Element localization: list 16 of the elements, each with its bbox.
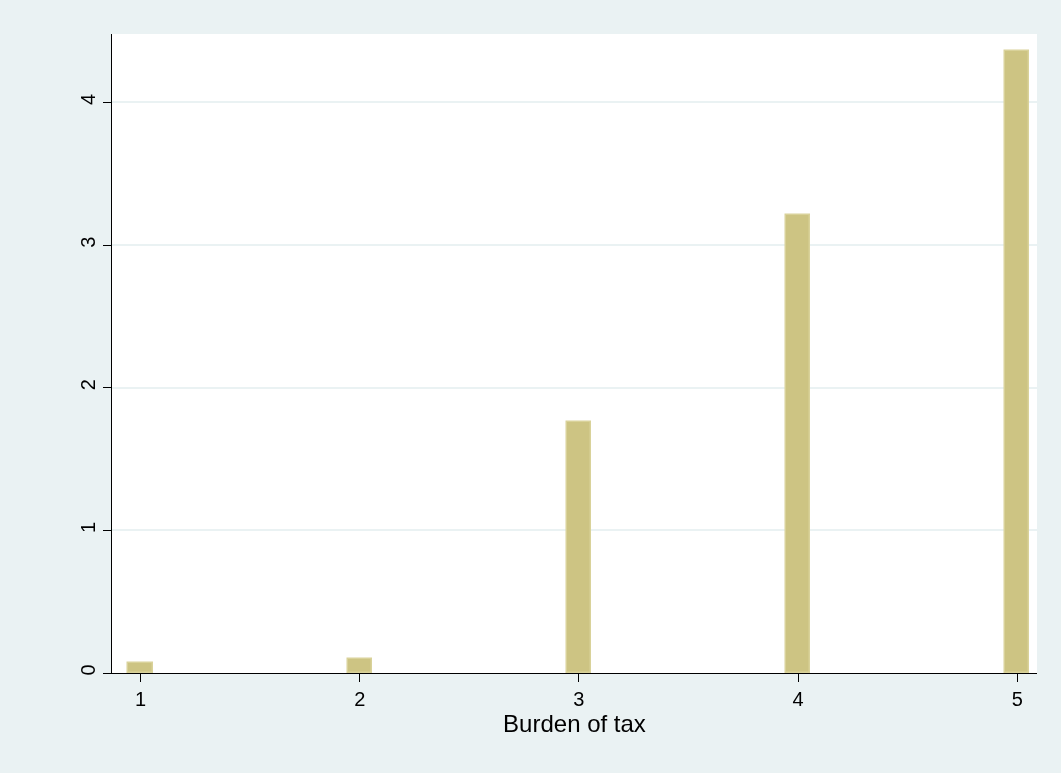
x-tick-label: 5 <box>1011 688 1023 710</box>
y-tick-label: 0 <box>77 664 99 676</box>
bar <box>1003 49 1029 673</box>
bar <box>126 661 153 673</box>
x-tick-label: 1 <box>134 688 147 710</box>
y-tick-label: 3 <box>77 236 99 248</box>
x-tick-label: 2 <box>354 688 366 710</box>
bar <box>784 213 810 673</box>
bar <box>565 420 591 673</box>
y-tick-label: 4 <box>77 93 99 106</box>
y-tick-label: 1 <box>77 521 99 533</box>
x-axis-title: Burden of tax <box>503 710 646 737</box>
x-tick-label: 4 <box>792 688 804 710</box>
bar <box>346 657 372 673</box>
x-tick-label: 3 <box>573 688 585 710</box>
y-tick-label: 2 <box>77 379 99 391</box>
